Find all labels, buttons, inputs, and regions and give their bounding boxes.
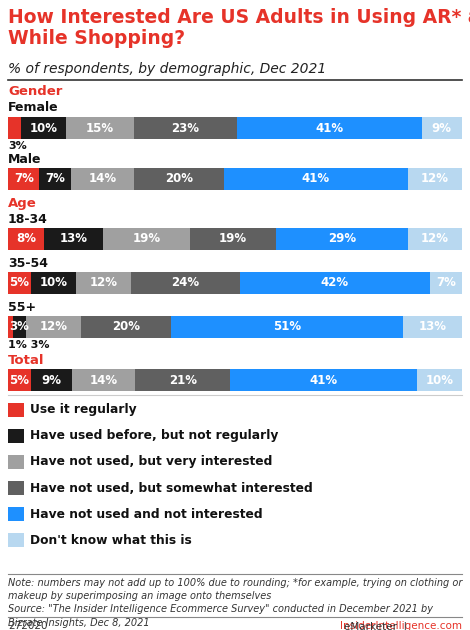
Text: 272020: 272020	[8, 621, 47, 630]
Bar	[31, 369, 71, 391]
Bar	[8, 272, 31, 294]
Text: 20%: 20%	[112, 321, 140, 333]
Bar	[71, 369, 135, 391]
Text: eMarketer  |: eMarketer |	[344, 621, 414, 630]
Text: Use it regularly: Use it regularly	[30, 403, 137, 416]
Text: 19%: 19%	[219, 232, 247, 246]
Text: Have not used, but very interested: Have not used, but very interested	[30, 455, 273, 469]
Bar	[430, 272, 462, 294]
Bar	[135, 369, 230, 391]
Bar	[8, 455, 24, 469]
Bar	[39, 168, 71, 190]
Bar	[8, 168, 39, 190]
Text: 9%: 9%	[41, 374, 61, 386]
Bar	[103, 228, 189, 250]
Bar	[8, 117, 22, 139]
Text: 8%: 8%	[16, 232, 36, 246]
Text: 9%: 9%	[432, 122, 452, 134]
Text: % of respondents, by demographic, Dec 2021: % of respondents, by demographic, Dec 20…	[8, 62, 326, 76]
Text: 7%: 7%	[436, 277, 456, 290]
Bar	[134, 168, 224, 190]
Text: 7%: 7%	[14, 173, 34, 185]
Text: Age: Age	[8, 197, 37, 210]
Text: 51%: 51%	[273, 321, 301, 333]
Bar	[8, 228, 44, 250]
Text: 21%: 21%	[169, 374, 197, 386]
Text: 24%: 24%	[171, 277, 199, 290]
Text: 14%: 14%	[89, 374, 118, 386]
Bar	[31, 272, 76, 294]
Bar	[8, 403, 24, 417]
Text: 42%: 42%	[321, 277, 349, 290]
Text: Note: numbers may not add up to 100% due to rounding; *for example, trying on cl: Note: numbers may not add up to 100% due…	[8, 578, 462, 627]
Text: 10%: 10%	[30, 122, 58, 134]
Text: 15%: 15%	[86, 122, 114, 134]
Text: 20%: 20%	[165, 173, 193, 185]
Text: 12%: 12%	[39, 321, 67, 333]
Text: 10%: 10%	[39, 277, 67, 290]
Bar	[237, 117, 422, 139]
Text: Have not used and not interested: Have not used and not interested	[30, 508, 263, 520]
Text: 13%: 13%	[60, 232, 88, 246]
Text: Female: Female	[8, 101, 59, 114]
Text: 3%: 3%	[9, 321, 29, 333]
Bar	[71, 168, 134, 190]
Text: Have not used, but somewhat interested: Have not used, but somewhat interested	[30, 481, 313, 495]
Text: 41%: 41%	[302, 173, 330, 185]
Bar	[224, 168, 408, 190]
Text: Don't know what this is: Don't know what this is	[30, 534, 192, 546]
Bar	[66, 117, 134, 139]
Text: InsiderIntelligence.com: InsiderIntelligence.com	[340, 621, 462, 630]
Bar	[230, 369, 416, 391]
Bar	[8, 316, 13, 338]
Bar	[189, 228, 276, 250]
Bar	[13, 316, 26, 338]
Text: 3%: 3%	[8, 141, 27, 151]
Bar	[134, 117, 237, 139]
Text: How Interested Are US Adults in Using AR* and VR
While Shopping?: How Interested Are US Adults in Using AR…	[8, 8, 470, 49]
Text: 7%: 7%	[45, 173, 65, 185]
Text: 14%: 14%	[88, 173, 117, 185]
Text: Gender: Gender	[8, 85, 63, 98]
Bar	[403, 316, 462, 338]
Bar	[8, 429, 24, 443]
Text: 5%: 5%	[9, 374, 29, 386]
Bar	[240, 272, 430, 294]
Text: 12%: 12%	[421, 173, 449, 185]
Bar	[22, 117, 66, 139]
Bar	[8, 533, 24, 547]
Text: 13%: 13%	[418, 321, 446, 333]
Text: Male: Male	[8, 153, 41, 166]
Bar	[416, 369, 462, 391]
Text: 18-34: 18-34	[8, 213, 48, 226]
Text: 35-54: 35-54	[8, 257, 48, 270]
Bar	[8, 481, 24, 495]
Bar	[131, 272, 240, 294]
Text: Total: Total	[8, 354, 45, 367]
Bar	[172, 316, 403, 338]
Text: 1% 3%: 1% 3%	[8, 340, 49, 350]
Text: 10%: 10%	[425, 374, 453, 386]
Text: 41%: 41%	[315, 122, 344, 134]
Text: 19%: 19%	[133, 232, 161, 246]
Bar	[76, 272, 131, 294]
Bar	[8, 507, 24, 521]
Bar	[422, 117, 462, 139]
Text: 12%: 12%	[421, 232, 449, 246]
Bar	[44, 228, 103, 250]
Bar	[8, 369, 31, 391]
Text: 29%: 29%	[328, 232, 356, 246]
Text: 5%: 5%	[9, 277, 29, 290]
Text: 23%: 23%	[172, 122, 200, 134]
Text: 55+: 55+	[8, 301, 36, 314]
Text: 41%: 41%	[309, 374, 337, 386]
Text: Have used before, but not regularly: Have used before, but not regularly	[30, 430, 278, 442]
Text: 12%: 12%	[89, 277, 118, 290]
Bar	[26, 316, 81, 338]
Bar	[407, 228, 462, 250]
Bar	[81, 316, 172, 338]
Bar	[276, 228, 407, 250]
Bar	[408, 168, 462, 190]
